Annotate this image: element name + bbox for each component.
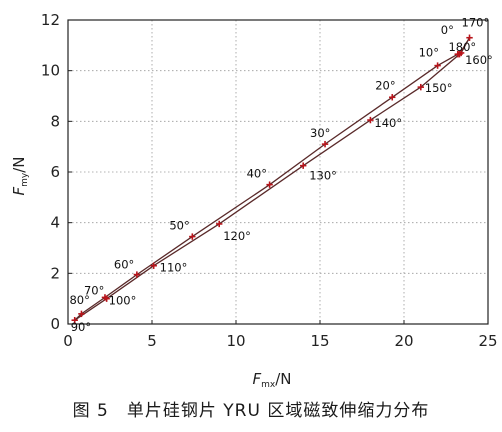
y-tick-label: 2 — [50, 264, 60, 282]
x-tick-label: 15 — [310, 332, 329, 350]
point-label: 150° — [425, 81, 453, 95]
point-label: 50° — [169, 219, 189, 233]
point-label: 140° — [374, 116, 402, 130]
y-axis-label-main: F — [10, 187, 28, 196]
point-label: 160° — [465, 53, 493, 67]
point-label: 60° — [114, 258, 134, 272]
point-label: 120° — [223, 229, 251, 243]
data-point — [434, 62, 441, 69]
data-point — [300, 162, 307, 169]
point-label: 170° — [462, 16, 490, 30]
x-tick-label: 20 — [394, 332, 413, 350]
x-axis-label-unit: /N — [275, 370, 291, 388]
point-label: 10° — [419, 46, 439, 60]
chart: 0 5 10 15 20 25 0 2 4 6 8 10 12 0°10° 20° 30° 40° 50° 60… — [10, 11, 498, 390]
y-tick-label: 8 — [50, 112, 60, 130]
grid — [68, 20, 488, 324]
data-point — [103, 295, 110, 302]
data-point — [456, 51, 463, 58]
data-point — [216, 220, 223, 228]
data-point — [367, 116, 374, 124]
y-axis-label-sub: my — [20, 172, 30, 187]
series-line-upper — [74, 53, 459, 321]
point-label: 180° — [448, 40, 476, 54]
point-label: 20° — [375, 78, 395, 92]
data-point — [389, 94, 396, 101]
y-tick-label: 0 — [50, 315, 60, 333]
data-point — [150, 262, 157, 269]
data-points — [71, 34, 473, 324]
y-tick-label: 4 — [50, 214, 60, 232]
x-tick-label: 0 — [63, 332, 73, 350]
data-point — [189, 233, 196, 240]
y-axis-label-unit: /N — [10, 156, 28, 172]
data-point — [133, 271, 141, 278]
data-point — [417, 83, 424, 91]
y-tick-label: 6 — [50, 163, 60, 181]
x-tick-label: 25 — [478, 332, 497, 350]
point-label: 110° — [160, 261, 188, 275]
figure-caption: 图 5 单片硅钢片 YRU 区域磁致伸缩力分布 — [72, 401, 430, 421]
point-label: 30° — [310, 126, 330, 140]
y-axis-ticks: 0 2 4 6 8 10 12 — [41, 11, 72, 333]
point-label: 40° — [247, 167, 267, 181]
series-line-lower — [74, 37, 471, 321]
point-label: 90° — [71, 320, 91, 334]
point-label: 80° — [69, 293, 89, 307]
x-axis-label-main: F — [252, 370, 261, 388]
point-label: 100° — [109, 294, 137, 308]
data-point — [466, 34, 473, 41]
point-label: 0° — [441, 23, 454, 37]
x-axis-label-sub: mx — [261, 380, 276, 390]
data-point — [71, 317, 78, 324]
point-label: 130° — [309, 169, 337, 183]
x-tick-label: 5 — [147, 332, 157, 350]
x-axis-ticks: 0 5 10 15 20 25 — [63, 320, 498, 350]
y-axis-label: Fmy/N — [10, 156, 30, 195]
point-label: 70° — [84, 283, 104, 297]
data-point — [321, 140, 329, 148]
x-axis-label: Fmx/N — [252, 370, 291, 390]
series-lines — [74, 37, 471, 321]
x-tick-label: 10 — [226, 332, 245, 350]
y-tick-label: 10 — [41, 62, 60, 80]
data-point — [78, 310, 85, 318]
point-labels: 0°10° 20° 30° 40° 50° 60° 70°80° 90° 100° 110° 120… — [69, 16, 492, 334]
data-point — [266, 181, 273, 188]
y-tick-label: 12 — [41, 11, 60, 29]
